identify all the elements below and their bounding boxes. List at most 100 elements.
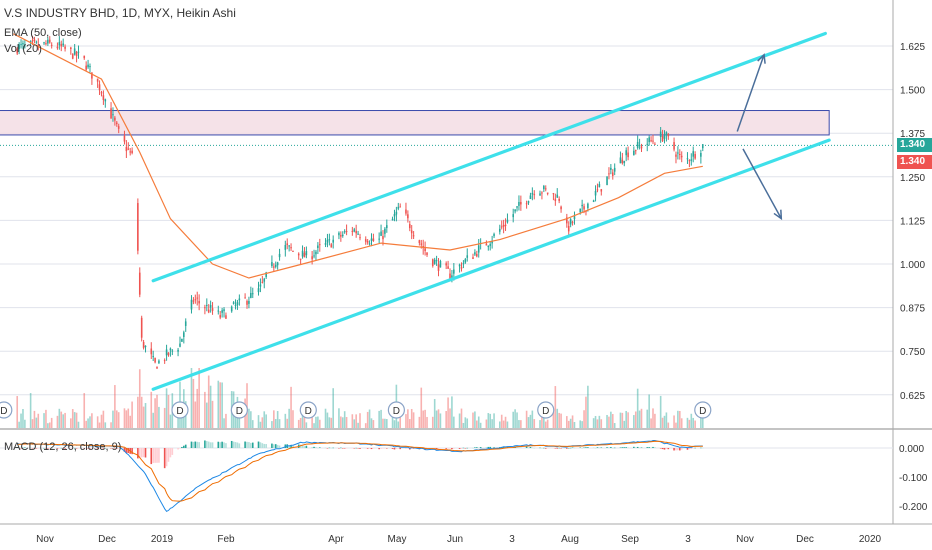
volume-bar <box>104 422 107 428</box>
macd-histogram-bar <box>204 440 206 448</box>
volume-bar <box>127 408 130 428</box>
candle-body <box>137 203 139 251</box>
macd-histogram-bar <box>33 447 36 449</box>
volume-bar <box>474 411 476 428</box>
dividend-marker[interactable] <box>387 401 405 419</box>
macd-histogram-bar <box>627 447 629 448</box>
candle-body <box>60 44 63 47</box>
volume-bar <box>621 412 624 428</box>
dividend-marker[interactable] <box>537 401 555 419</box>
candle-body <box>299 258 302 260</box>
macd-histogram-bar <box>573 447 576 449</box>
candle-body <box>110 108 112 119</box>
macd-histogram-bar <box>407 448 409 449</box>
dividend-marker[interactable] <box>0 401 13 419</box>
macd-histogram-bar <box>194 441 197 448</box>
candle-body <box>313 255 315 257</box>
candle-body <box>29 41 32 43</box>
dividend-marker[interactable] <box>299 401 317 419</box>
candle-body <box>71 54 74 59</box>
volume-bar <box>144 403 147 428</box>
candle-body <box>514 209 516 212</box>
candle-body <box>129 151 131 153</box>
volume-bar <box>265 414 267 428</box>
macd-histogram-bar <box>87 448 89 449</box>
macd-histogram-bar <box>179 448 181 449</box>
candle-body <box>613 167 616 172</box>
channel-layer[interactable] <box>151 31 831 391</box>
volume-bar <box>546 419 549 428</box>
macd-histogram-bar <box>317 447 319 449</box>
dividend-marker-label: D <box>542 406 549 417</box>
volume-bar <box>397 421 400 428</box>
macd-histogram-bar <box>22 447 24 449</box>
macd-histogram-bar <box>533 447 536 449</box>
candle-body <box>265 272 267 278</box>
volume-bar <box>177 413 179 428</box>
candle-body <box>435 260 438 262</box>
candle-body <box>498 228 501 232</box>
dividend-marker[interactable] <box>171 401 189 419</box>
candle-body <box>100 92 103 94</box>
macd-histogram-bar <box>600 447 603 448</box>
macd-histogram-bar <box>234 442 237 448</box>
candle-body <box>311 256 313 260</box>
candle-body <box>211 308 214 311</box>
volume-bar <box>62 414 64 428</box>
macd-histogram-bar <box>45 448 47 449</box>
price-axis-label: 1.500 <box>900 86 925 97</box>
volume-bar <box>169 414 172 428</box>
time-axis-label: Dec <box>796 534 814 545</box>
ema-line <box>13 33 703 279</box>
volume-bar <box>650 418 652 428</box>
volume-bar <box>156 394 158 428</box>
macd-histogram-bar <box>330 447 333 449</box>
volume-bar <box>225 413 227 428</box>
price-axis-label: 1.125 <box>900 216 925 227</box>
volume-bar <box>420 387 423 428</box>
candle-body <box>261 281 264 283</box>
volume-bar <box>700 410 702 428</box>
macd-histogram-bar <box>273 444 275 448</box>
candle-body <box>257 288 260 293</box>
volume-bar <box>75 412 78 428</box>
dividend-marker-label: D <box>699 406 706 417</box>
macd-histogram-bar <box>265 444 267 448</box>
volume-bar <box>451 396 453 428</box>
macd-histogram-bar <box>278 445 281 448</box>
arrows-layer[interactable] <box>736 53 783 221</box>
dividend-marker-label: D <box>305 406 312 417</box>
candle-body <box>686 158 689 160</box>
volume-bar <box>326 412 329 428</box>
candle-body <box>474 252 476 255</box>
macd-histogram-bar <box>29 447 32 449</box>
macd-histogram-bar <box>701 447 704 449</box>
volume-bar <box>701 416 704 428</box>
candle-body <box>315 251 317 255</box>
macd-axis-label: -0.100 <box>899 473 928 484</box>
volume-bar <box>29 393 32 428</box>
candle-body <box>150 348 153 355</box>
volume-bar <box>37 413 40 428</box>
candle-body <box>91 72 93 79</box>
macd-histogram-bar <box>648 447 650 448</box>
volume-bar <box>636 388 639 428</box>
volume-bar <box>100 414 103 428</box>
candle-body <box>85 65 87 70</box>
candle-body <box>571 221 574 223</box>
volume-bar <box>694 420 696 428</box>
candle-body <box>73 48 76 55</box>
macd-histogram-bar <box>424 448 426 450</box>
volume-bar <box>518 420 520 428</box>
macd-histogram-bar <box>125 448 128 453</box>
dividend-marker[interactable] <box>230 401 248 419</box>
candle-body <box>131 150 133 154</box>
macd-histogram-bar <box>366 448 369 449</box>
dividend-marker[interactable] <box>694 401 712 419</box>
candle-body <box>196 297 199 299</box>
macd-histogram-bar <box>405 448 407 449</box>
macd-histogram-bar <box>110 448 112 449</box>
macd-histogram-bar <box>184 444 187 448</box>
